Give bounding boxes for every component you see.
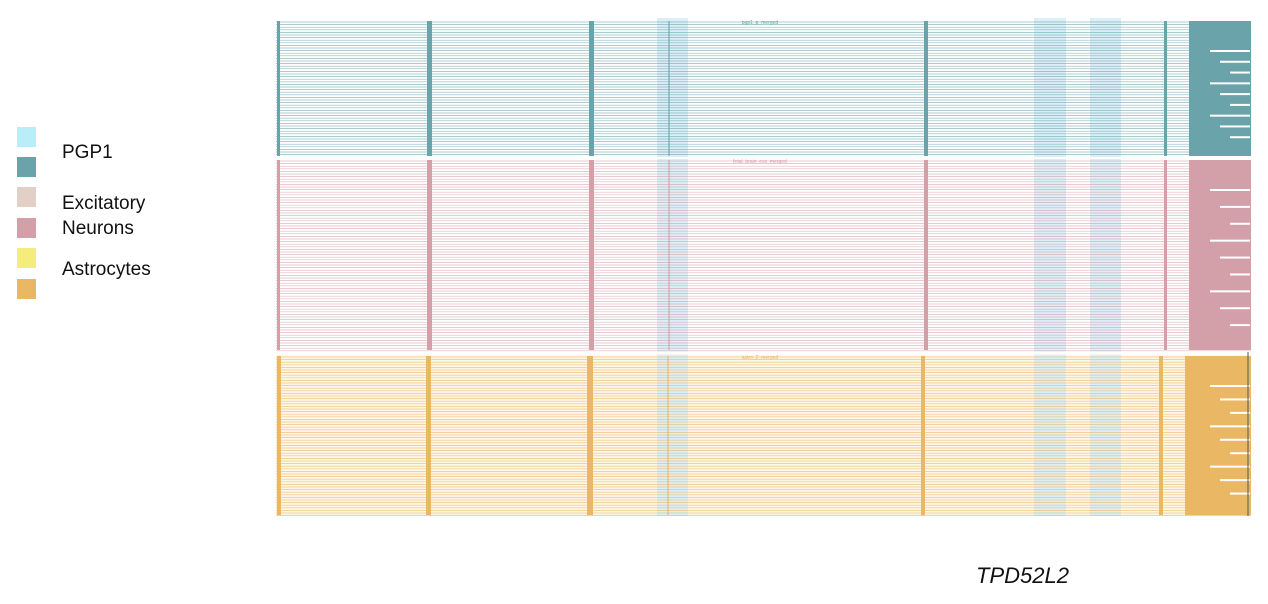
track-backgrounds bbox=[276, 20, 1251, 516]
block-gap bbox=[1230, 452, 1250, 455]
exon-column bbox=[277, 21, 280, 156]
block-gap bbox=[1230, 222, 1250, 225]
three-prime-block bbox=[1185, 356, 1251, 515]
highlight-region bbox=[1090, 18, 1121, 516]
exon-column bbox=[587, 356, 593, 515]
block-gap bbox=[1210, 189, 1250, 191]
exon-column bbox=[277, 356, 281, 515]
exon-column bbox=[668, 21, 670, 156]
legend-swatch-excitatory-light bbox=[17, 187, 36, 207]
highlight-regions bbox=[657, 18, 1121, 516]
legend-label-astrocytes: Astrocytes bbox=[62, 259, 151, 280]
exon-column bbox=[1164, 21, 1167, 156]
block-gap bbox=[1230, 324, 1250, 327]
legend-label-pgp1: PGP1 bbox=[62, 142, 113, 163]
exon-column bbox=[426, 356, 431, 515]
legend-label-excitatory-line2: Neurons bbox=[62, 218, 134, 239]
exon-column bbox=[668, 160, 670, 350]
block-gap bbox=[1210, 82, 1250, 85]
block-gap bbox=[1230, 71, 1250, 74]
block-gap bbox=[1210, 385, 1250, 387]
exon-column bbox=[924, 21, 928, 156]
highlight-region bbox=[1034, 18, 1066, 516]
block-gap bbox=[1220, 60, 1250, 63]
track-bg-astrocytes bbox=[276, 355, 1251, 516]
track-bg-excitatory bbox=[276, 159, 1251, 351]
exon-columns bbox=[277, 21, 1167, 515]
legend-swatch-astrocytes-dark bbox=[17, 279, 36, 299]
three-prime-block bbox=[1189, 160, 1251, 350]
exon-column bbox=[427, 21, 432, 156]
track-astrocytes bbox=[276, 356, 1251, 516]
exon-column bbox=[277, 160, 280, 350]
block-gap bbox=[1220, 125, 1250, 128]
block-gap bbox=[1210, 465, 1250, 468]
highlight-region bbox=[657, 18, 688, 516]
track-caption-astrocytes: astro_2_merged bbox=[742, 355, 779, 361]
block-gap bbox=[1220, 205, 1250, 208]
block-gap bbox=[1210, 50, 1250, 52]
block-gap bbox=[1220, 438, 1250, 441]
exon-column bbox=[921, 356, 925, 515]
exon-column bbox=[427, 160, 432, 350]
block-gap bbox=[1230, 103, 1250, 106]
block-gap bbox=[1230, 492, 1250, 495]
block-gap bbox=[1230, 273, 1250, 276]
read-rows bbox=[276, 21, 1251, 516]
block-gap bbox=[1220, 479, 1250, 482]
block-gap bbox=[1230, 411, 1250, 414]
block-gap bbox=[1230, 136, 1250, 139]
block-gap bbox=[1220, 307, 1250, 310]
block-gap bbox=[1220, 256, 1250, 259]
legend-swatch-astrocytes-light bbox=[17, 248, 36, 268]
legend-swatch-excitatory-dark bbox=[17, 218, 36, 238]
block-gap bbox=[1210, 425, 1250, 428]
track-excitatory bbox=[276, 160, 1251, 352]
track-captions: pgp1_p_merged fetal_brain_exc_mergedastro… bbox=[276, 20, 1251, 516]
legend-label-excitatory-line1: Excitatory bbox=[62, 193, 146, 214]
track-caption-excitatory: fetal_brain_exc_merged bbox=[733, 159, 787, 165]
gene-label: TPD52L2 bbox=[976, 563, 1069, 588]
exon-column bbox=[589, 160, 594, 350]
exon-column bbox=[1164, 160, 1167, 350]
block-gap bbox=[1210, 290, 1250, 293]
block-gap bbox=[1210, 239, 1250, 242]
exon-column bbox=[589, 21, 594, 156]
block-gap bbox=[1220, 93, 1250, 96]
exon-column bbox=[924, 160, 928, 350]
exon-column bbox=[1159, 356, 1163, 515]
legend-swatch-pgp1-light bbox=[17, 127, 36, 147]
block-gap bbox=[1210, 114, 1250, 117]
track-caption-pgp1: pgp1_p_merged bbox=[742, 20, 779, 26]
legend-swatch-pgp1-dark bbox=[17, 157, 36, 177]
track-pgp1 bbox=[276, 21, 1251, 156]
three-prime-block bbox=[1189, 21, 1251, 156]
block-gap bbox=[1220, 398, 1250, 401]
exon-column bbox=[667, 356, 669, 515]
